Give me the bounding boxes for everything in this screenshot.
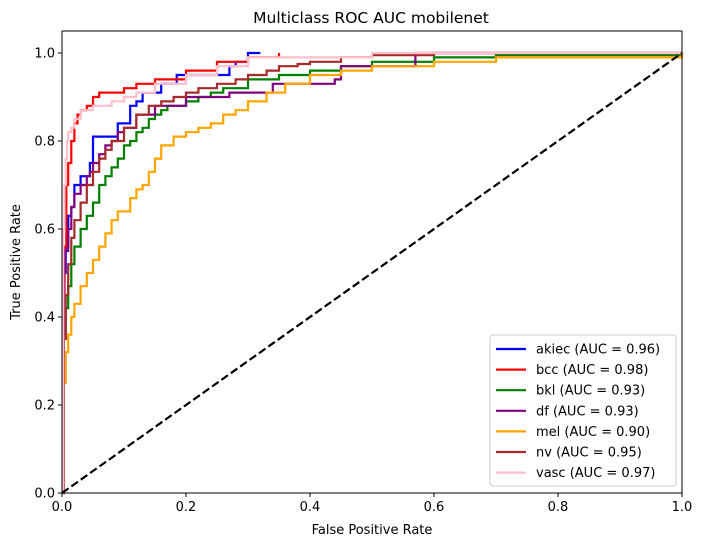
plot-lines [61, 51, 684, 495]
legend-items: akiec (AUC = 0.96) bcc (AUC = 0.98) bkl (A… [496, 343, 660, 481]
x-tick-label: 0.8 [548, 500, 569, 515]
x-tick-label: 0.2 [176, 500, 197, 515]
legend-label-mel: mel (AUC = 0.90) [536, 425, 650, 440]
y-tick-label: 0.0 [34, 487, 55, 502]
y-tick-label: 1.0 [34, 47, 55, 62]
legend: akiec (AUC = 0.96) bcc (AUC = 0.98) bkl (A… [489, 334, 677, 487]
chart-title: Multiclass ROC AUC mobilenet [253, 9, 489, 27]
x-tick-label: 0.0 [52, 500, 73, 515]
roc-curve-vasc [62, 51, 682, 495]
plot-frame [61, 30, 683, 494]
legend-label-bkl: bkl (AUC = 0.93) [536, 384, 645, 399]
y-tick-label: 0.2 [34, 399, 55, 414]
legend-label-df: df (AUC = 0.93) [536, 404, 639, 419]
roc-curve-bkl [62, 53, 684, 495]
legend-label-akiec: akiec (AUC = 0.96) [536, 343, 660, 358]
x-axis-label: False Positive Rate [312, 523, 433, 538]
legend-label-vasc: vasc (AUC = 0.97) [536, 466, 655, 481]
legend-label-bcc: bcc (AUC = 0.98) [536, 363, 648, 378]
roc-curve-nv [62, 51, 682, 495]
y-tick-label: 0.4 [34, 311, 55, 326]
x-tick-label: 1.0 [672, 500, 693, 515]
y-axis-label: True Positive Rate [9, 204, 24, 321]
x-axis-ticks: 0.0 0.2 0.4 0.6 0.8 1.0 [52, 493, 693, 515]
roc-curve-bcc [62, 53, 281, 495]
legend-box [489, 334, 677, 487]
chance-diagonal-line [61, 52, 683, 494]
y-axis-ticks: 0.0 0.2 0.4 0.6 0.8 1.0 [34, 47, 62, 502]
x-tick-label: 0.6 [424, 500, 445, 515]
x-tick-label: 0.4 [300, 500, 321, 515]
roc-curve-mel [62, 53, 684, 495]
legend-label-nv: nv (AUC = 0.95) [536, 446, 642, 461]
roc-curve-df [62, 51, 682, 495]
y-tick-label: 0.6 [34, 223, 55, 238]
y-tick-label: 0.8 [34, 135, 55, 150]
